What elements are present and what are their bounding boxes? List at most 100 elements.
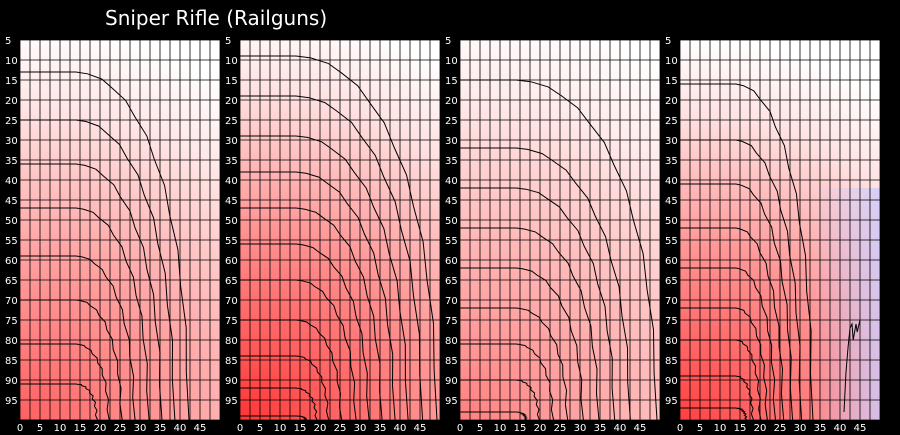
y-tick-label: 25 [665,116,678,127]
y-tick-label: 20 [5,96,18,107]
y-tick-label: 10 [225,56,238,67]
y-tick-label: 90 [445,376,458,387]
contour-line [240,207,383,421]
y-tick-label: 35 [445,156,458,167]
y-tick-label: 65 [225,276,238,287]
contour-line [460,79,658,421]
x-tick-label: 40 [834,423,847,434]
y-tick-label: 20 [665,96,678,107]
y-tick-label: 40 [225,176,238,187]
x-tick-label: 45 [634,423,647,434]
y-tick-label: 60 [665,256,678,267]
contour-line [240,387,318,421]
y-tick-label: 55 [665,236,678,247]
contour-line [240,415,308,421]
contour-line [460,379,540,421]
grid [239,39,441,421]
contour-line [460,411,528,421]
y-tick-label: 50 [225,216,238,227]
y-tick-label: 75 [5,316,18,327]
contour-line [240,279,357,421]
contour-line [680,407,748,421]
y-tick-label: 45 [5,196,18,207]
y-tick-label: 30 [665,136,678,147]
x-tick-label: 5 [257,423,263,434]
x-tick-label: 40 [394,423,407,434]
y-tick-label: 35 [225,156,238,167]
contour-line [20,255,136,421]
y-tick-label: 35 [5,156,18,167]
contour-line [460,147,631,421]
x-tick-label: 5 [37,423,43,434]
x-tick-label: 10 [494,423,507,434]
x-tick-label: 35 [374,423,387,434]
y-tick-label: 95 [225,396,238,407]
x-tick-label: 30 [574,423,587,434]
x-tick-label: 10 [274,423,287,434]
x-tick-label: 30 [354,423,367,434]
contour-line [680,139,803,421]
x-tick-label: 20 [314,423,327,434]
x-tick-label: 20 [94,423,107,434]
contour-line [20,207,150,421]
x-tick-label: 5 [697,423,703,434]
grid [19,39,221,421]
y-tick-label: 95 [665,396,678,407]
contour-line [460,267,584,421]
y-tick-label: 80 [665,336,678,347]
contour-line [460,307,569,421]
y-tick-label: 45 [225,196,238,207]
y-tick-label: 90 [5,376,18,387]
contour-line [20,163,163,421]
y-tick-label: 20 [225,96,238,107]
y-tick-label: 50 [665,216,678,227]
x-tick-label: 30 [794,423,807,434]
contour-line [20,383,99,421]
y-tick-label: 75 [225,316,238,327]
x-tick-label: 45 [854,423,867,434]
y-tick-label: 80 [5,336,18,347]
y-tick-label: 15 [5,76,18,87]
contour-line [680,183,794,421]
x-tick-label: 15 [514,423,527,434]
y-tick-label: 10 [445,56,458,67]
x-tick-label: 0 [17,423,23,434]
x-tick-label: 0 [457,423,463,434]
x-tick-label: 25 [774,423,787,434]
contour-line [680,375,754,421]
y-tick-label: 85 [665,356,678,367]
contour-line [240,171,396,421]
contour-line [460,343,555,421]
y-tick-label: 30 [225,136,238,147]
y-tick-label: 30 [445,136,458,147]
x-tick-label: 15 [74,423,87,434]
x-tick-label: 35 [154,423,167,434]
y-tick-label: 5 [5,36,11,47]
y-tick-label: 85 [445,356,458,367]
x-tick-label: 15 [294,423,307,434]
y-tick-label: 40 [5,176,18,187]
y-tick-label: 50 [5,216,18,227]
y-tick-label: 95 [445,396,458,407]
contour-line [240,319,343,421]
contour-line [20,299,123,421]
y-tick-label: 20 [445,96,458,107]
y-tick-label: 30 [5,136,18,147]
y-tick-label: 90 [225,376,238,387]
y-tick-label: 5 [225,36,231,47]
contour-line [20,119,176,421]
contour-line [20,71,190,421]
contour-line [680,83,814,421]
x-tick-label: 40 [174,423,187,434]
y-tick-label: 65 [5,276,18,287]
x-tick-label: 45 [414,423,427,434]
y-tick-label: 40 [665,176,678,187]
x-tick-label: 35 [814,423,827,434]
y-tick-label: 45 [665,196,678,207]
contour-line [240,55,438,421]
y-tick-label: 75 [665,316,678,327]
x-tick-label: 40 [614,423,627,434]
y-tick-label: 5 [445,36,451,47]
